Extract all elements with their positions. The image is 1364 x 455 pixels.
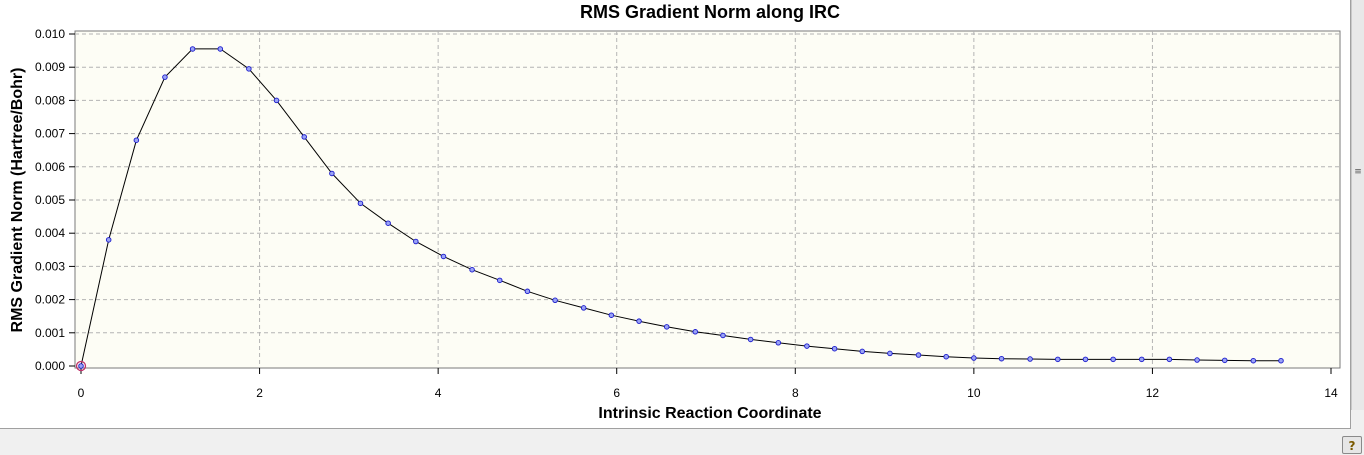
x-tick-label: 0 xyxy=(78,386,85,400)
data-point[interactable] xyxy=(580,305,587,311)
data-point[interactable] xyxy=(608,312,615,318)
data-point[interactable] xyxy=(1138,356,1145,363)
data-point[interactable] xyxy=(162,74,168,80)
data-point[interactable] xyxy=(1082,356,1089,363)
data-point[interactable] xyxy=(1278,357,1284,364)
data-point[interactable] xyxy=(775,340,782,346)
data-point[interactable] xyxy=(440,253,447,260)
data-point[interactable] xyxy=(692,329,699,335)
y-tick-label: 0.007 xyxy=(35,127,65,141)
x-tick-label: 6 xyxy=(613,386,620,400)
data-point[interactable] xyxy=(189,46,196,52)
data-markers xyxy=(75,46,1284,372)
series-polyline xyxy=(80,48,1281,367)
chart-panel: RMS Gradient Norm along IRC 0 2 4 6 8 10 12 14 0… xyxy=(0,0,1351,429)
x-tick-label: 14 xyxy=(1324,386,1338,400)
data-point[interactable] xyxy=(1166,356,1173,363)
data-point[interactable] xyxy=(804,343,810,349)
data-point[interactable] xyxy=(105,237,112,243)
data-point[interactable] xyxy=(217,46,224,52)
data-point[interactable] xyxy=(552,297,558,304)
data-point[interactable] xyxy=(887,350,893,357)
data-point[interactable] xyxy=(859,348,866,355)
data-point[interactable] xyxy=(273,97,280,104)
data-point[interactable] xyxy=(1221,357,1228,364)
current-point-marker[interactable] xyxy=(75,360,87,372)
y-tick-label: 0.005 xyxy=(35,193,65,207)
y-tick-label: 0.008 xyxy=(35,93,65,107)
y-tick-label: 0.003 xyxy=(35,259,65,273)
y-tick-label: 0.004 xyxy=(35,226,65,240)
data-point[interactable] xyxy=(357,200,364,207)
status-bar: ? xyxy=(0,429,1364,454)
x-tick-label: 8 xyxy=(792,386,799,400)
grid xyxy=(75,31,1340,368)
data-point[interactable] xyxy=(385,220,391,226)
x-tick-label: 10 xyxy=(967,386,981,400)
y-tick-label: 0.002 xyxy=(35,293,65,307)
data-point[interactable] xyxy=(524,288,531,295)
data-point[interactable] xyxy=(747,336,754,343)
x-tick-label: 2 xyxy=(256,386,263,400)
data-point[interactable] xyxy=(497,277,503,284)
x-tick-label: 12 xyxy=(1146,386,1160,400)
data-point[interactable] xyxy=(413,238,419,245)
chart-title: RMS Gradient Norm along IRC xyxy=(580,2,840,22)
vertical-scrollbar[interactable]: ≡ xyxy=(1351,0,1364,410)
y-axis-title: RMS Gradient Norm (Hartree/Bohr) xyxy=(9,68,26,333)
y-tick-label: 0.006 xyxy=(35,160,65,174)
data-point[interactable] xyxy=(246,66,252,72)
data-point[interactable] xyxy=(663,324,670,330)
data-point[interactable] xyxy=(469,266,475,273)
data-point[interactable] xyxy=(943,353,949,360)
y-tick-label: 0.001 xyxy=(35,326,65,340)
y-tick-label: 0.009 xyxy=(35,60,65,74)
y-tick-label: 0.000 xyxy=(35,359,65,373)
data-point[interactable] xyxy=(1027,356,1033,362)
scrollbar-grip-icon[interactable]: ≡ xyxy=(1354,167,1362,177)
x-tick-label: 4 xyxy=(435,386,442,400)
x-axis-title: Intrinsic Reaction Coordinate xyxy=(598,405,821,422)
data-point[interactable] xyxy=(301,134,307,140)
data-point[interactable] xyxy=(1194,357,1200,363)
axes: 0 2 4 6 8 10 12 14 0.000 0.001 0.002 0.003 0.004 0.00… xyxy=(35,27,1338,400)
data-point[interactable] xyxy=(915,352,922,358)
data-point[interactable] xyxy=(329,170,335,177)
data-point[interactable] xyxy=(998,355,1005,362)
data-point[interactable] xyxy=(1110,356,1116,363)
data-point[interactable] xyxy=(133,137,140,143)
data-point[interactable] xyxy=(971,355,977,361)
data-point[interactable] xyxy=(720,332,726,339)
data-point[interactable] xyxy=(831,345,838,352)
data-point[interactable] xyxy=(636,318,642,324)
help-button[interactable]: ? xyxy=(1342,436,1362,454)
data-point[interactable] xyxy=(1250,357,1257,364)
y-tick-label: 0.010 xyxy=(35,27,65,41)
data-point[interactable] xyxy=(78,363,84,369)
data-point[interactable] xyxy=(1055,356,1061,363)
series-line xyxy=(80,48,1281,367)
irc-chart: RMS Gradient Norm along IRC 0 2 4 6 8 10 12 140… xyxy=(9,2,1341,422)
